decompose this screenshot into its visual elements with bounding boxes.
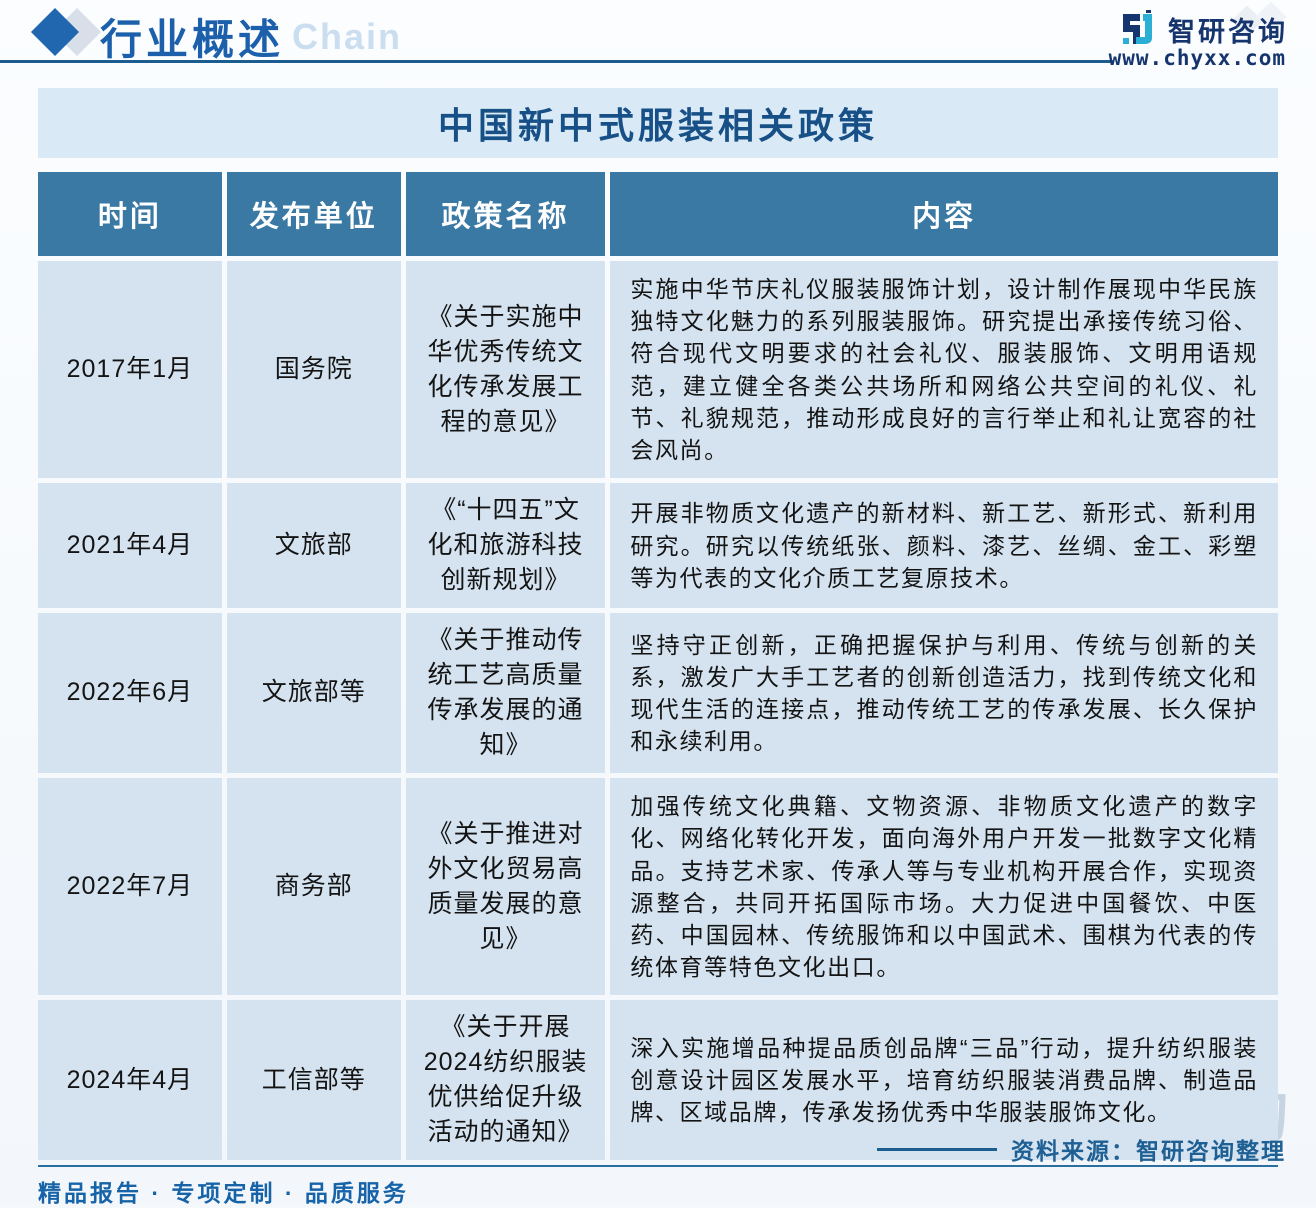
table-title: 中国新中式服装相关政策 — [38, 88, 1278, 158]
policy-table: 时间 发布单位 政策名称 内容 2017年1月 国务院 《关于实施中华优秀传统文化传承发展… — [33, 167, 1283, 1165]
policy-table-container: 时间 发布单位 政策名称 内容 2017年1月 国务院 《关于实施中华优秀传统文化传承发展… — [33, 167, 1283, 1165]
cell-content: 加强传统文化典籍、文物资源、非物质文化遗产的数字化、网络化转化开发，面向海外用户… — [610, 778, 1278, 996]
source-divider — [877, 1147, 997, 1151]
table-row: 2021年4月 文旅部 《“十四五”文化和旅游科技创新规划》 开展非物质文化遗产的新材… — [38, 483, 1278, 609]
brand-name: 智研咨询 — [1168, 16, 1288, 47]
cell-time: 2017年1月 — [38, 261, 222, 479]
table-row: 2022年7月 商务部 《关于推进对外文化贸易高质量发展的意见》 加强传统文化典籍、文… — [38, 778, 1278, 996]
cell-policy: 《关于实施中华优秀传统文化传承发展工程的意见》 — [405, 261, 606, 479]
cell-policy: 《关于推动传统工艺高质量传承发展的通知》 — [405, 613, 606, 774]
column-header: 政策名称 — [405, 172, 606, 256]
page-title: 行业概述 — [100, 18, 285, 64]
cell-time: 2022年7月 — [38, 778, 222, 996]
cell-agency: 文旅部等 — [226, 613, 401, 774]
cell-agency: 文旅部 — [226, 483, 401, 609]
zhiyan-logo-icon — [1123, 10, 1152, 44]
cell-policy: 《关于推进对外文化贸易高质量发展的意见》 — [405, 778, 606, 996]
background-watermark-text: Chain — [292, 16, 403, 57]
cell-policy: 《关于开展2024纺织服装优供给促升级活动的通知》 — [405, 1000, 606, 1161]
table-header-row: 时间 发布单位 政策名称 内容 — [38, 172, 1278, 256]
section-logo — [30, 7, 102, 58]
cell-agency: 商务部 — [226, 778, 401, 996]
table-row: 2024年4月 工信部等 《关于开展2024纺织服装优供给促升级活动的通知》 深入实施… — [38, 1000, 1278, 1161]
column-header: 发布单位 — [226, 172, 401, 256]
brand-url: www.chyxx.com — [1108, 46, 1286, 70]
footer-tagline: 精品报告 · 专项定制 · 品质服务 — [38, 1180, 409, 1206]
cell-time: 2021年4月 — [38, 483, 222, 609]
cell-time: 2022年6月 — [38, 613, 222, 774]
cell-time: 2024年4月 — [38, 1000, 222, 1161]
column-header: 内容 — [610, 172, 1278, 256]
cell-content: 开展非物质文化遗产的新材料、新工艺、新形式、新利用研究。研究以传统纸张、颜料、漆… — [610, 483, 1278, 609]
cell-content: 实施中华节庆礼仪服装服饰计划，设计制作展现中华民族独特文化魅力的系列服装服饰。研… — [610, 261, 1278, 479]
source-row: 资料来源：智研咨询整理 — [877, 1132, 1286, 1166]
cell-content: 坚持守正创新，正确把握保护与利用、传统与创新的关系，激发广大手工艺者的创新创造活… — [610, 613, 1278, 774]
footer-divider — [38, 1165, 1278, 1167]
table-row: 2017年1月 国务院 《关于实施中华优秀传统文化传承发展工程的意见》 实施中华节庆礼… — [38, 261, 1278, 479]
brand-logo: 智研咨询 — [1116, 8, 1288, 50]
cell-content: 深入实施增品种提品质创品牌“三品”行动，提升纺织服装创意设计园区发展水平，培育纺… — [610, 1000, 1278, 1161]
table-row: 2022年6月 文旅部等 《关于推动传统工艺高质量传承发展的通知》 坚持守正创新，正确… — [38, 613, 1278, 774]
cell-agency: 国务院 — [226, 261, 401, 479]
column-header: 时间 — [38, 172, 222, 256]
header-divider — [0, 60, 1113, 63]
cell-agency: 工信部等 — [226, 1000, 401, 1161]
cell-policy: 《“十四五”文化和旅游科技创新规划》 — [405, 483, 606, 609]
source-text: 资料来源：智研咨询整理 — [1011, 1138, 1286, 1164]
